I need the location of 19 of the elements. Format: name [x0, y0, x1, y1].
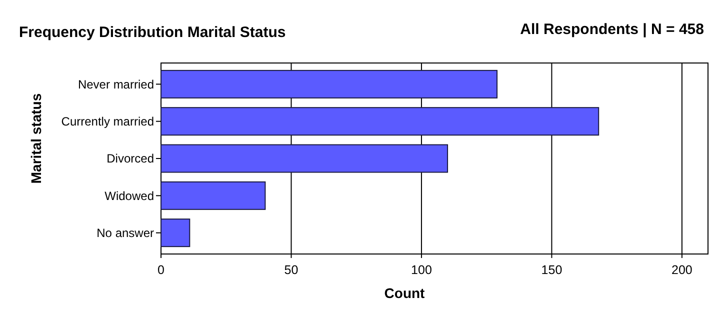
y-tick-label: No answer — [96, 226, 154, 240]
x-tick-label: 200 — [672, 263, 692, 277]
y-tick-label: Widowed — [104, 188, 154, 203]
y-axis-title: Marital status — [28, 93, 44, 184]
bar — [160, 181, 266, 210]
chart-title: Frequency Distribution Marital Status — [19, 24, 286, 41]
x-tick-label: 150 — [541, 263, 562, 277]
y-tick-label: Divorced — [106, 152, 154, 166]
y-tick-label: Currently married — [61, 114, 154, 129]
bar — [160, 107, 600, 136]
bar — [160, 144, 448, 173]
x-tick-label: 50 — [284, 263, 298, 277]
bar — [160, 70, 498, 98]
chart-subtitle: All Respondents | N = 458 — [520, 21, 704, 38]
x-tick-label: 100 — [411, 263, 432, 277]
y-tick-label: Never married — [78, 77, 154, 92]
x-axis-title: Count — [384, 285, 426, 301]
x-tick-label: 0 — [158, 263, 165, 277]
bar — [160, 218, 190, 248]
